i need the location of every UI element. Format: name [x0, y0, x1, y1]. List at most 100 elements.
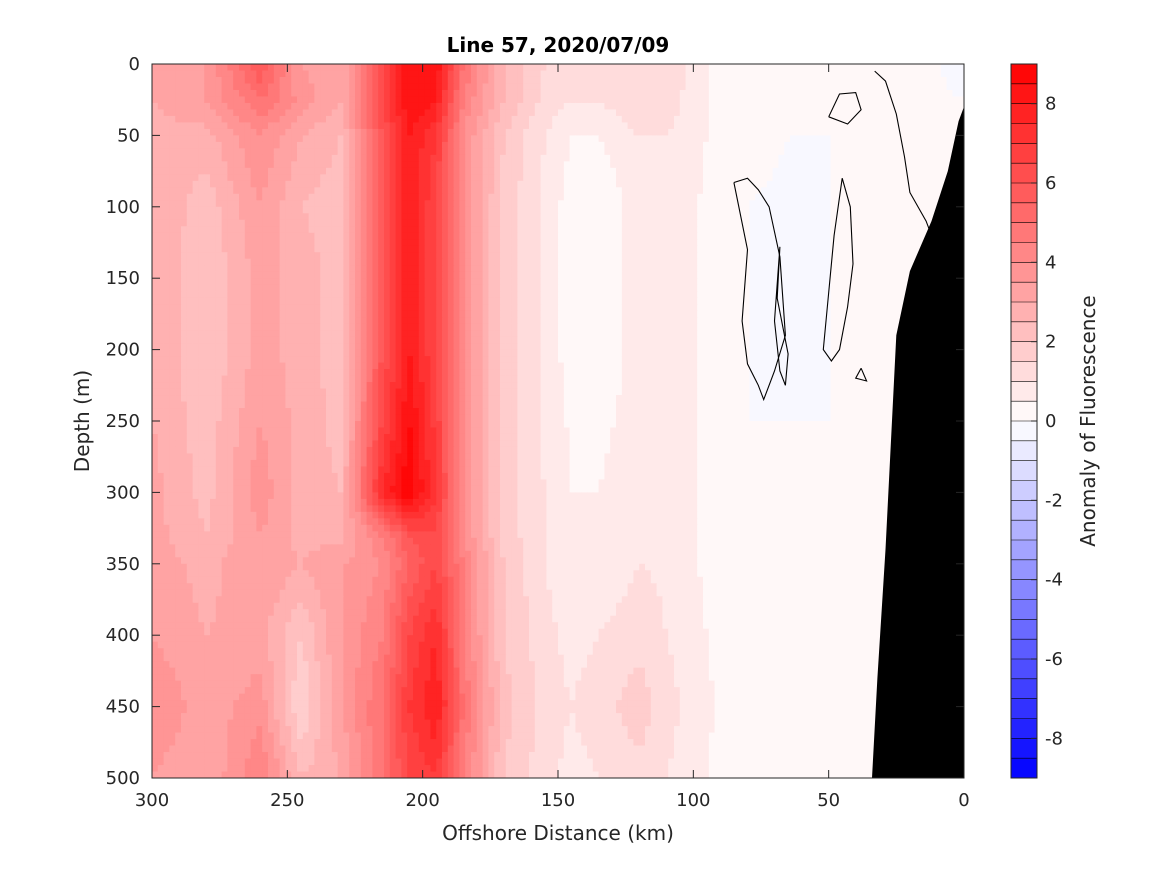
heatmap-cell [674, 154, 681, 162]
heatmap-cell [917, 135, 924, 143]
heatmap-cell [645, 122, 652, 130]
heatmap-cell [273, 161, 281, 169]
heatmap-cell [268, 252, 275, 260]
heatmap-cell [778, 239, 785, 247]
heatmap-cell [558, 70, 565, 78]
heatmap-cell [407, 89, 414, 98]
heatmap-cell [465, 96, 472, 104]
heatmap-cell [482, 115, 489, 124]
heatmap-cell [674, 70, 681, 78]
heatmap-cell [610, 102, 617, 111]
heatmap-cell [366, 122, 373, 130]
heatmap-cell [587, 265, 594, 273]
heatmap-cell [935, 64, 942, 72]
heatmap-cell [476, 187, 484, 195]
heatmap-cell [813, 245, 820, 253]
heatmap-cell [523, 219, 530, 227]
heatmap-cell [842, 226, 849, 234]
heatmap-cell [482, 278, 489, 286]
heatmap-cell [233, 252, 240, 260]
heatmap-cell [459, 245, 466, 253]
heatmap-cell [476, 96, 484, 104]
heatmap-cell [801, 174, 808, 182]
heatmap-cell [662, 135, 669, 143]
heatmap-cell [250, 291, 257, 299]
heatmap-cell [859, 193, 866, 201]
heatmap-cell [459, 76, 466, 85]
heatmap-cell [534, 219, 542, 227]
heatmap-cell [343, 278, 350, 286]
heatmap-cell [308, 154, 315, 162]
heatmap-cell [372, 187, 379, 195]
heatmap-cell [250, 83, 257, 91]
heatmap-cell [778, 76, 785, 85]
heatmap-cell [871, 226, 878, 234]
heatmap-cell [801, 70, 808, 78]
heatmap-cell [320, 148, 327, 156]
heatmap-cell [488, 141, 495, 149]
heatmap-cell [639, 109, 646, 117]
heatmap-cell [726, 141, 733, 149]
heatmap-cell [192, 109, 199, 117]
heatmap-cell [917, 206, 924, 214]
heatmap-cell [268, 226, 275, 234]
heatmap-cell [906, 206, 913, 214]
heatmap-cell [302, 252, 310, 260]
heatmap-cell [610, 64, 617, 72]
heatmap-cell [929, 122, 936, 130]
heatmap-cell [795, 89, 803, 98]
heatmap-cell [703, 83, 710, 91]
heatmap-cell [511, 271, 518, 279]
heatmap-cell [244, 102, 252, 111]
heatmap-cell [552, 278, 559, 286]
heatmap-cell [732, 193, 739, 201]
heatmap-cell [215, 258, 223, 266]
heatmap-cell [650, 291, 658, 299]
heatmap-cell [152, 135, 159, 143]
heatmap-cell [436, 213, 443, 221]
heatmap-cell [163, 271, 170, 279]
heatmap-cell [656, 226, 663, 234]
heatmap-cell [836, 232, 843, 240]
heatmap-cell [732, 167, 739, 175]
heatmap-cell [662, 180, 669, 188]
heatmap-cell [517, 232, 524, 240]
heatmap-cell [233, 278, 240, 286]
heatmap-cell [610, 128, 617, 136]
heatmap-cell [679, 258, 687, 266]
heatmap-cell [749, 278, 756, 286]
heatmap-cell [384, 76, 391, 85]
heatmap-cell [749, 245, 756, 253]
heatmap-cell [343, 232, 350, 240]
heatmap-cell [679, 76, 687, 85]
heatmap-cell [563, 89, 571, 98]
heatmap-cell [152, 64, 159, 72]
heatmap-cell [819, 187, 826, 195]
heatmap-cell [888, 219, 895, 227]
heatmap-cell [952, 64, 959, 72]
heatmap-cell [645, 265, 652, 273]
heatmap-cell [604, 187, 611, 195]
heatmap-cell [772, 278, 779, 286]
heatmap-cell [842, 148, 849, 156]
heatmap-cell [668, 278, 675, 286]
heatmap-cell [790, 135, 797, 143]
heatmap-cell [471, 174, 478, 182]
heatmap-cell [761, 206, 768, 214]
heatmap-cell [210, 64, 217, 72]
heatmap-cell [587, 187, 594, 195]
heatmap-cell [384, 245, 391, 253]
heatmap-cell [546, 115, 553, 124]
heatmap-cell [279, 258, 286, 266]
heatmap-cell [389, 154, 397, 162]
heatmap-cell [726, 219, 733, 227]
heatmap-cell [343, 135, 350, 143]
heatmap-cell [244, 96, 252, 104]
heatmap-cell [181, 213, 188, 221]
heatmap-cell [859, 161, 866, 169]
heatmap-cell [291, 154, 298, 162]
heatmap-cell [894, 154, 901, 162]
heatmap-cell [233, 271, 240, 279]
heatmap-cell [343, 187, 350, 195]
heatmap-cell [262, 154, 269, 162]
